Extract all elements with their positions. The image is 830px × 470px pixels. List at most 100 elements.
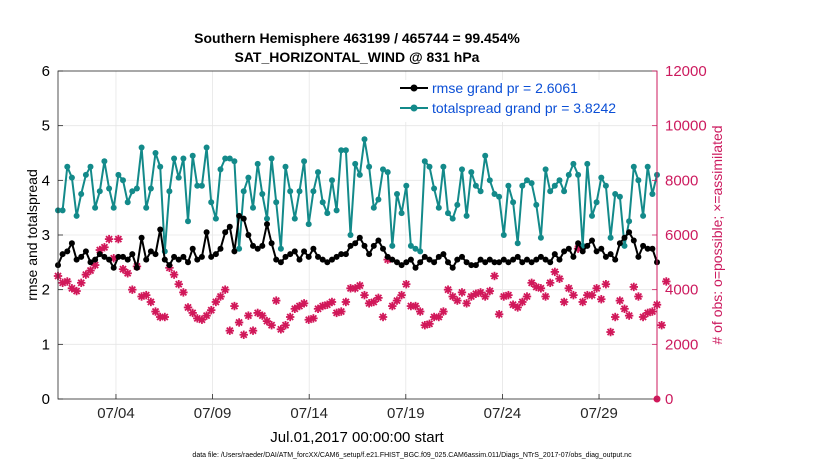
spread-point [491,191,498,197]
rmse-point [180,253,187,260]
y-tick-label: 5 [42,118,50,135]
rmse-point [59,251,66,258]
legend-rmse-label: rmse grand pr = 2.6061 [432,80,578,96]
spread-point [203,144,210,151]
legend-spread-marker [410,104,418,112]
x-tick-label: 07/14 [290,405,328,422]
spread-point [324,210,331,217]
obs-marker [72,286,81,296]
y-tick-label: 6 [42,63,50,80]
spread-point [236,245,243,252]
spread-point [519,182,526,189]
spread-point [152,150,159,156]
obs-marker [360,290,369,300]
obs-marker [522,292,532,301]
rmse-point [598,245,605,252]
spread-point [226,155,233,162]
rmse-point [482,259,489,266]
rmse-point [435,253,442,260]
rmse-point [338,251,345,258]
rmse-point [575,240,582,247]
spread-point [547,188,554,195]
obs-marker [564,284,573,293]
spread-point [593,199,600,206]
spread-point [403,182,410,189]
spread-point [124,199,131,206]
obs-marker [485,286,495,296]
rmse-point [115,253,122,260]
spread-point [110,204,117,211]
spread-point [101,158,108,165]
rmse-point [166,262,173,269]
obs-marker [457,288,467,297]
rmse-point [171,253,178,260]
obs-marker [337,307,346,316]
spread-point [616,193,623,200]
rmse-point [124,256,131,263]
rmse-point [463,259,470,266]
spread-point [389,242,396,249]
spread-point [296,188,303,195]
spread-point [463,212,470,219]
rmse-point [301,248,308,255]
spread-point [64,163,71,170]
spread-point [138,144,145,151]
spread-point [542,166,549,173]
spread-point [500,232,507,238]
rmse-point [640,242,647,249]
rmse-point [514,253,521,260]
rmse-point [87,259,94,266]
spread-point [602,182,609,189]
obs-marker [494,310,504,319]
spread-point [570,160,577,167]
spread-point [621,242,628,249]
legend: rmse grand pr = 2.6061 totalspread grand… [394,80,654,122]
rmse-point [268,240,275,247]
obs-marker [355,281,365,290]
spread-point [305,221,312,228]
rmse-point [528,259,535,266]
obs-marker [392,296,402,305]
obs-marker [439,307,448,316]
obs-marker [123,269,132,278]
obs-marker [374,293,383,303]
spread-point [282,163,289,170]
rmse-point [542,256,549,263]
obs-marker [592,284,601,293]
spread-point [208,199,215,206]
rmse-point [296,256,303,263]
spread-point [472,182,479,189]
spread-point [421,158,428,165]
spread-point [426,163,433,170]
obs-marker [388,301,397,311]
rmse-point [138,234,145,241]
rmse-point [78,253,85,260]
rmse-point [217,245,224,252]
obs-marker [104,234,114,244]
spread-point [352,160,359,167]
obs-marker [239,330,248,339]
rmse-point [366,251,373,258]
rmse-point [565,245,572,252]
rmse-point [106,256,113,263]
rmse-point [68,240,75,247]
rmse-point [510,256,517,263]
rmse-point [310,245,317,252]
obs-marker [188,308,197,318]
obs-marker [183,303,193,312]
obs-marker [146,297,156,307]
spread-point [384,169,391,176]
rmse-point [500,256,507,263]
spread-point [189,152,196,159]
obs-marker [453,296,462,305]
rmse-point [486,256,493,263]
obs-marker [546,278,555,288]
obs-marker [587,290,597,300]
spread-point [287,188,294,195]
obs-marker [443,285,453,294]
spread-point [338,147,345,154]
spread-point [630,163,637,170]
legend-rmse-marker [410,84,418,92]
rmse-point [626,229,633,236]
